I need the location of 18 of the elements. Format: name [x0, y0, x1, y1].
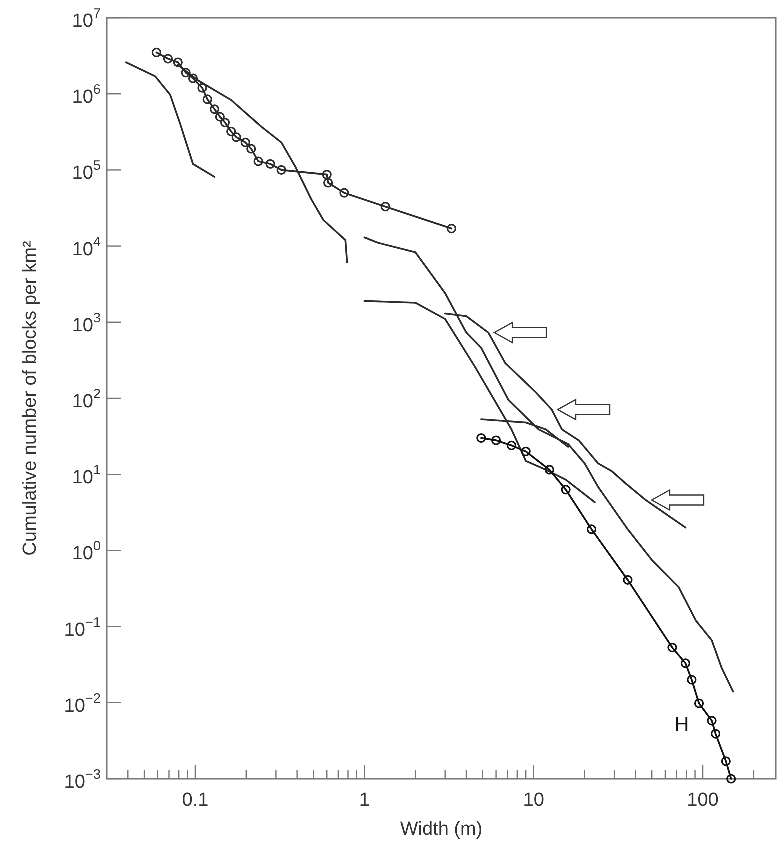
y-axis-title: Cumulative number of blocks per km²: [20, 241, 41, 556]
x-tick-label: 1: [359, 790, 370, 811]
y-tick-label: 10$^{5}$: [72, 158, 102, 184]
x-tick-label: 100: [687, 790, 719, 811]
y-tick-label: 10$^{−3}$: [64, 767, 101, 792]
y-tick-label: 10$^{7}$: [72, 6, 101, 32]
y-tick-label: 10$^{0}$: [72, 538, 102, 564]
x-tick-label: 10: [523, 790, 544, 811]
y-tick-label: 10$^{−2}$: [64, 690, 101, 716]
y-tick-label: 10$^{3}$: [72, 310, 101, 336]
y-tick-label: 10$^{2}$: [72, 386, 101, 412]
x-axis-title: Width (m): [400, 819, 483, 840]
y-tick-label: 10$^{4}$: [72, 234, 102, 260]
y-tick-label: 10$^{1}$: [72, 462, 101, 488]
y-tick-label: 10$^{6}$: [72, 82, 101, 108]
series-label: H: [674, 714, 690, 736]
y-tick-label: 10$^{−1}$: [64, 614, 101, 640]
x-tick-label: 0.1: [182, 790, 209, 811]
